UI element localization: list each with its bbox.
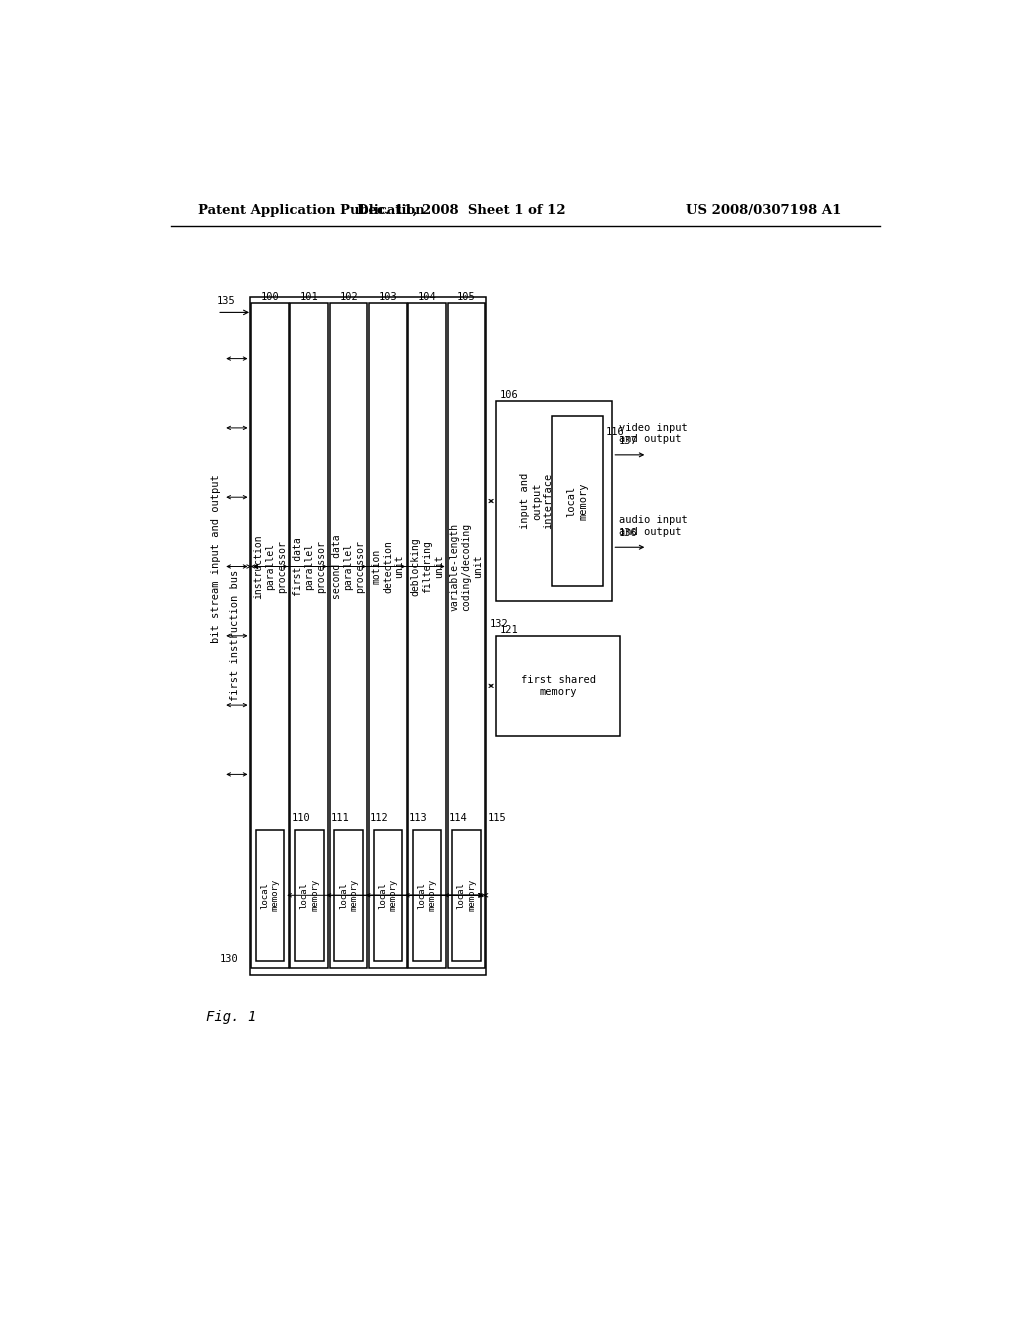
Text: 136: 136 — [618, 528, 637, 539]
Text: bit stream input and output: bit stream input and output — [211, 474, 220, 643]
Bar — [251, 304, 289, 969]
Text: 105: 105 — [457, 292, 476, 302]
Bar — [330, 304, 368, 969]
Text: first shared
memory: first shared memory — [520, 675, 596, 697]
Text: motion
detection
unit: motion detection unit — [372, 540, 404, 593]
Text: local
memory: local memory — [418, 879, 437, 911]
Text: local
memory: local memory — [457, 879, 476, 911]
Text: first data
parallel
processor: first data parallel processor — [293, 537, 326, 595]
Text: 115: 115 — [487, 813, 506, 824]
Bar — [369, 304, 407, 969]
Text: input and
output
interface: input and output interface — [520, 473, 553, 529]
Text: local
memory: local memory — [260, 879, 280, 911]
Text: 104: 104 — [418, 292, 436, 302]
Text: video input
and output: video input and output — [618, 422, 687, 444]
Text: variable-length
coding/decoding
unit: variable-length coding/decoding unit — [450, 523, 483, 611]
Text: Patent Application Publication: Patent Application Publication — [198, 205, 425, 218]
Bar — [552, 416, 603, 586]
Text: 114: 114 — [449, 813, 467, 824]
Bar — [409, 304, 446, 969]
Text: local
memory: local memory — [566, 482, 589, 520]
Text: 103: 103 — [379, 292, 397, 302]
Text: local
memory: local memory — [339, 879, 358, 911]
Text: 102: 102 — [339, 292, 358, 302]
Text: first instruction bus: first instruction bus — [230, 570, 240, 701]
Text: second data
parallel
processor: second data parallel processor — [332, 535, 366, 599]
Bar — [496, 636, 621, 737]
Bar — [496, 401, 612, 601]
Text: deblocking
filtering
unit: deblocking filtering unit — [411, 537, 443, 595]
Text: 121: 121 — [500, 624, 519, 635]
Text: 101: 101 — [300, 292, 318, 302]
Text: 130: 130 — [220, 954, 239, 964]
Bar — [251, 297, 486, 974]
Bar — [256, 830, 285, 961]
Bar — [335, 830, 362, 961]
Text: US 2008/0307198 A1: US 2008/0307198 A1 — [686, 205, 842, 218]
Bar — [291, 304, 329, 969]
Bar — [413, 830, 441, 961]
Text: audio input
and output: audio input and output — [618, 515, 687, 536]
Text: 137: 137 — [618, 436, 637, 446]
Text: Dec. 11, 2008  Sheet 1 of 12: Dec. 11, 2008 Sheet 1 of 12 — [357, 205, 565, 218]
Text: 111: 111 — [331, 813, 349, 824]
Text: instruction
parallel
processor: instruction parallel processor — [254, 535, 287, 599]
Bar — [374, 830, 402, 961]
Text: local
memory: local memory — [300, 879, 319, 911]
Bar — [447, 304, 485, 969]
Text: 135: 135 — [217, 296, 236, 306]
Text: Fig. 1: Fig. 1 — [206, 1010, 256, 1024]
Bar — [295, 830, 324, 961]
Text: 113: 113 — [409, 813, 428, 824]
Text: 110: 110 — [291, 813, 310, 824]
Text: 100: 100 — [261, 292, 280, 302]
Text: 112: 112 — [370, 813, 388, 824]
Bar — [453, 830, 480, 961]
Text: 106: 106 — [500, 389, 519, 400]
Text: 116: 116 — [605, 426, 625, 437]
Text: 132: 132 — [489, 619, 509, 630]
Text: local
memory: local memory — [378, 879, 397, 911]
